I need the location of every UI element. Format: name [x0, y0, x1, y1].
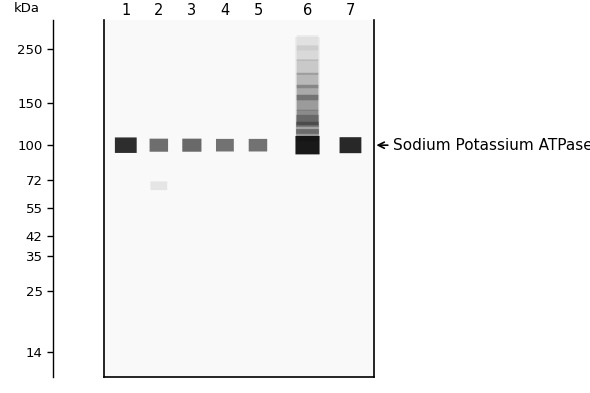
Bar: [295, 37, 320, 140]
Text: 3: 3: [187, 3, 196, 18]
FancyBboxPatch shape: [297, 73, 319, 88]
FancyBboxPatch shape: [297, 95, 319, 110]
Text: 2: 2: [154, 3, 163, 18]
FancyBboxPatch shape: [297, 85, 319, 100]
Text: 4: 4: [220, 3, 230, 18]
FancyBboxPatch shape: [150, 182, 167, 190]
FancyBboxPatch shape: [340, 137, 361, 153]
Text: 6: 6: [303, 3, 312, 18]
FancyBboxPatch shape: [296, 129, 319, 141]
FancyBboxPatch shape: [297, 110, 319, 125]
FancyBboxPatch shape: [216, 139, 234, 151]
FancyBboxPatch shape: [296, 136, 320, 154]
FancyBboxPatch shape: [296, 115, 319, 127]
FancyBboxPatch shape: [115, 138, 137, 153]
FancyBboxPatch shape: [297, 59, 319, 75]
FancyBboxPatch shape: [249, 139, 267, 151]
FancyBboxPatch shape: [297, 35, 319, 50]
Text: kDa: kDa: [14, 2, 40, 15]
Text: Sodium Potassium ATPase: Sodium Potassium ATPase: [378, 138, 590, 153]
FancyBboxPatch shape: [182, 139, 201, 152]
Text: 1: 1: [121, 3, 130, 18]
Text: 5: 5: [253, 3, 263, 18]
Text: 7: 7: [346, 3, 355, 18]
FancyBboxPatch shape: [297, 45, 319, 61]
Bar: [104, 20, 373, 377]
FancyBboxPatch shape: [296, 122, 319, 134]
FancyBboxPatch shape: [150, 139, 168, 152]
